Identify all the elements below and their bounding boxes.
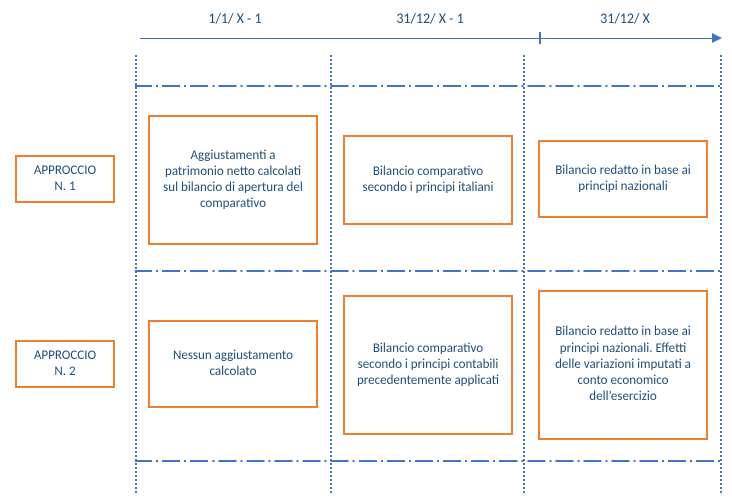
approach-2-label-line2: N. 2 — [54, 364, 75, 380]
column-separator-3 — [523, 55, 525, 493]
approach-1-cell-1-text: Aggiustamenti a patrimonio netto calcola… — [160, 148, 306, 213]
approach-1-cell-2-text: Bilancio comparativo secondo i principi … — [355, 164, 501, 197]
timeline-header-1: 1/1/ X - 1 — [185, 10, 285, 27]
approach-1-label-line1: APPROCCIO — [34, 163, 96, 179]
timeline-header-3: 31/12/ X — [575, 10, 675, 27]
approach-2-label-line1: APPROCCIO — [34, 348, 96, 364]
approach-2-cell-2: Bilancio comparativo secondo i principi … — [343, 295, 513, 435]
approach-1-cell-1: Aggiustamenti a patrimonio netto calcola… — [148, 115, 318, 245]
approach-1-cell-2: Bilancio comparativo secondo i principi … — [343, 135, 513, 225]
row-separator-bot — [135, 460, 722, 462]
approach-1-label: APPROCCIO N. 1 — [15, 155, 115, 203]
timeline-approach-diagram: { "colors": { "accent_blue": "#4472c4", … — [0, 0, 732, 503]
timeline-arrow-head — [712, 33, 722, 43]
approach-2-cell-2-text: Bilancio comparativo secondo i principi … — [355, 341, 501, 390]
timeline-tick — [539, 32, 541, 44]
row-separator-top — [135, 85, 722, 87]
column-separator-1 — [135, 55, 137, 493]
column-separator-4 — [720, 55, 722, 493]
approach-1-cell-3: Bilancio redatto in base ai principi naz… — [538, 140, 708, 218]
column-separator-2 — [330, 55, 332, 493]
approach-1-label-line2: N. 1 — [54, 179, 75, 195]
approach-2-cell-1-text: Nessun aggiustamento calcolato — [160, 348, 306, 381]
timeline-header-2: 31/12/ X - 1 — [380, 10, 480, 27]
approach-2-label: APPROCCIO N. 2 — [15, 340, 115, 388]
approach-2-cell-1: Nessun aggiustamento calcolato — [148, 320, 318, 408]
row-separator-mid — [135, 270, 722, 272]
approach-1-cell-3-text: Bilancio redatto in base ai principi naz… — [550, 163, 696, 196]
approach-2-cell-3-text: Bilancio redatto in base ai principi naz… — [550, 324, 696, 405]
approach-2-cell-3: Bilancio redatto in base ai principi naz… — [538, 290, 708, 440]
timeline-arrow-line — [140, 38, 712, 39]
